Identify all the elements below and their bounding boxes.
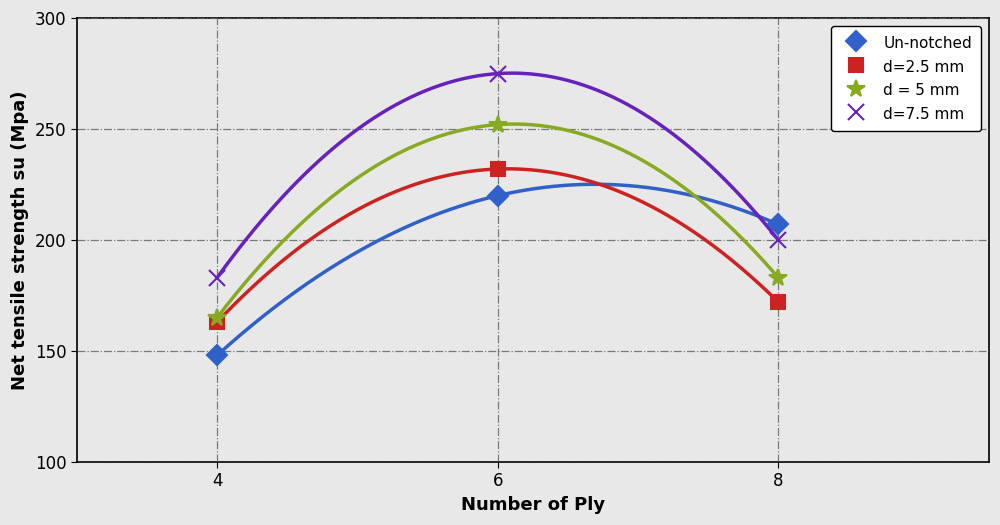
Un-notched xyxy=(492,193,504,199)
Line: d=7.5 mm: d=7.5 mm xyxy=(209,65,787,286)
Un-notched xyxy=(211,352,223,359)
d=2.5 mm xyxy=(772,299,784,306)
d = 5 mm xyxy=(772,275,784,281)
Line: d=2.5 mm: d=2.5 mm xyxy=(210,162,785,329)
Un-notched xyxy=(772,222,784,228)
X-axis label: Number of Ply: Number of Ply xyxy=(461,496,605,514)
d=2.5 mm xyxy=(211,319,223,326)
d=2.5 mm xyxy=(492,166,504,172)
d = 5 mm xyxy=(211,314,223,321)
Legend: Un-notched, d=2.5 mm, d = 5 mm, d=7.5 mm: Un-notched, d=2.5 mm, d = 5 mm, d=7.5 mm xyxy=(831,26,981,131)
Line: Un-notched: Un-notched xyxy=(210,188,785,362)
d=7.5 mm xyxy=(492,70,504,77)
d=7.5 mm xyxy=(772,237,784,243)
Y-axis label: Net tensile strength su (Mpa): Net tensile strength su (Mpa) xyxy=(11,90,29,390)
d = 5 mm xyxy=(492,121,504,128)
d=7.5 mm xyxy=(211,275,223,281)
Line: d = 5 mm: d = 5 mm xyxy=(208,116,787,327)
